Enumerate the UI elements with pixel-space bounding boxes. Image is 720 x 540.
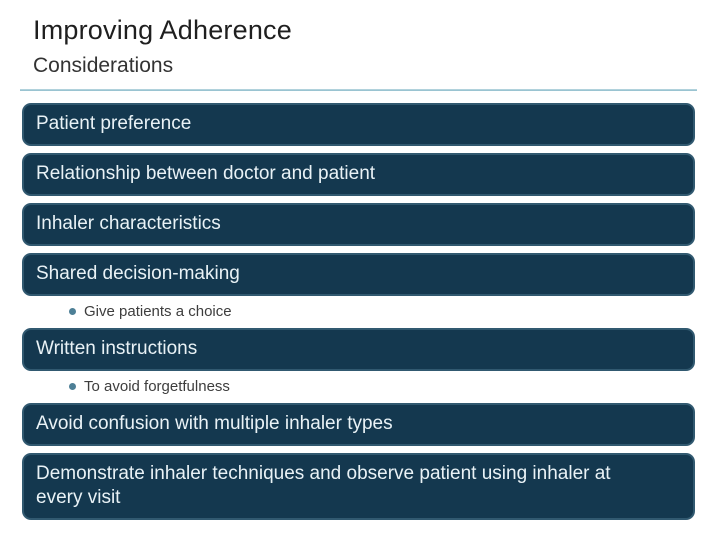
consideration-bar: Written instructions	[22, 327, 695, 371]
sub-bullet-label: Give patients a choice	[84, 302, 232, 320]
consideration-bar: Avoid confusion with multiple inhaler ty…	[22, 402, 695, 446]
bullet-dot-icon	[69, 382, 76, 390]
consideration-bar: Shared decision-making	[22, 253, 695, 296]
consideration-bar-label: Written instructions	[36, 337, 198, 359]
sub-bullet-label: To avoid forgetfulness	[84, 377, 230, 395]
consideration-bar: Patient preference	[22, 103, 695, 147]
consideration-bar-label: Relationship between doctor and patient	[36, 163, 376, 185]
consideration-bar-label: Inhaler characteristics	[36, 213, 221, 235]
bullet-dot-icon	[69, 307, 76, 315]
slide-title: Improving Adherence	[33, 15, 292, 45]
consideration-bar-label: Demonstrate inhaler techniques and obser…	[36, 462, 611, 508]
consideration-bar: Demonstrate inhaler techniques and obser…	[22, 452, 695, 520]
slide-header: Improving Adherence Considerations	[0, 0, 720, 78]
consideration-bar: Relationship between doctor and patient	[22, 153, 695, 197]
sub-bullet: Give patients a choice	[69, 303, 695, 320]
slide-content: Patient preference Relationship between …	[0, 91, 720, 520]
consideration-bar-label: Avoid confusion with multiple inhaler ty…	[36, 412, 393, 434]
header-divider	[20, 89, 697, 92]
consideration-bar: Inhaler characteristics	[22, 203, 695, 246]
sub-bullet: To avoid forgetfulness	[69, 378, 695, 395]
consideration-bar-label: Patient preference	[36, 113, 192, 135]
slide-subtitle: Considerations	[33, 54, 174, 78]
consideration-bar-label: Shared decision-making	[36, 263, 240, 284]
